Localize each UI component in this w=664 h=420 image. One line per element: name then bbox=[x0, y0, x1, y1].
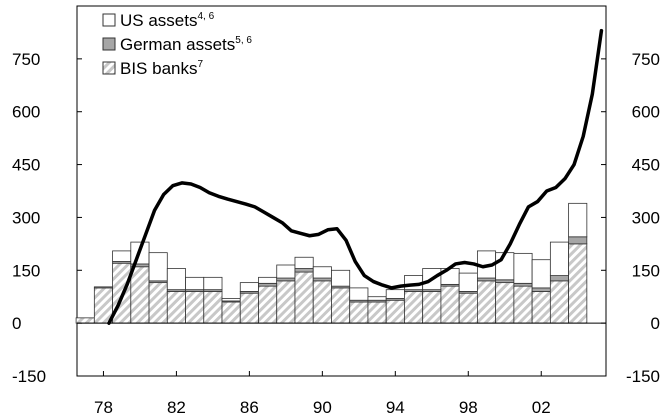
bar-bis-1995 bbox=[404, 291, 424, 324]
bar-bis-1982 bbox=[166, 291, 186, 324]
bar-german-1989 bbox=[294, 268, 314, 273]
bar-us-2002 bbox=[531, 259, 551, 289]
bar-us-1984 bbox=[203, 276, 223, 291]
bar-bis-1977 bbox=[75, 317, 95, 324]
y-axis-left: -150 0 150 300 450 600 750 bbox=[12, 50, 82, 386]
bar-german-1990 bbox=[312, 277, 332, 282]
bar-us-2004 bbox=[568, 202, 588, 238]
bar-german-1999 bbox=[476, 277, 497, 282]
legend-footnote-us: 4, 6 bbox=[197, 11, 214, 22]
plot-area bbox=[75, 5, 607, 377]
y-tick-left-label: 150 bbox=[12, 261, 40, 280]
bar-bis-1988 bbox=[276, 280, 296, 324]
bar-bis-1998 bbox=[458, 292, 478, 324]
legend-swatch-us bbox=[102, 13, 116, 27]
bar-us-1985 bbox=[221, 298, 241, 302]
bar-german-2000 bbox=[495, 279, 515, 284]
bar-bis-1999 bbox=[476, 280, 497, 324]
bar-bis-2003 bbox=[549, 280, 569, 324]
bar-us-1987 bbox=[258, 276, 278, 284]
bar-bis-1987 bbox=[258, 285, 278, 324]
legend-swatch-bis bbox=[102, 61, 116, 75]
bar-us-1991 bbox=[331, 269, 351, 287]
legend-footnote-german: 5, 6 bbox=[235, 35, 252, 46]
x-tick-label: 78 bbox=[94, 398, 113, 417]
y-tick-right-label: 300 bbox=[632, 208, 660, 227]
bar-german-2004 bbox=[568, 236, 588, 245]
bar-german-2001 bbox=[513, 282, 533, 287]
x-tick-label: 90 bbox=[313, 398, 332, 417]
bar-german-2002 bbox=[531, 287, 551, 292]
plot-frame bbox=[76, 5, 607, 377]
legend-name-us: US assets bbox=[120, 11, 197, 30]
bar-us-1983 bbox=[185, 276, 205, 291]
bar-bis-2000 bbox=[495, 282, 515, 324]
y-tick-left-label: 0 bbox=[12, 314, 21, 333]
bar-us-1981 bbox=[148, 252, 168, 282]
legend-swatch-german bbox=[102, 37, 116, 51]
y-tick-right-label: -150 bbox=[626, 367, 660, 386]
bar-german-1987 bbox=[258, 282, 278, 287]
y-tick-left-label: 750 bbox=[12, 50, 40, 69]
bar-us-1998 bbox=[458, 272, 478, 292]
bar-us-1990 bbox=[312, 266, 332, 279]
bar-bis-1990 bbox=[312, 280, 332, 324]
y-axis-right: -150 0 150 300 450 600 750 bbox=[601, 50, 660, 386]
bar-bis-1994 bbox=[385, 299, 405, 324]
bar-german-1978 bbox=[93, 286, 113, 289]
y-tick-left-label: 600 bbox=[12, 103, 40, 122]
bar-bis-1980 bbox=[130, 266, 150, 324]
y-tick-right-label: 750 bbox=[632, 50, 660, 69]
bar-us-2001 bbox=[513, 252, 533, 284]
bar-bis-1984 bbox=[203, 291, 223, 324]
y-tick-right-label: 600 bbox=[632, 103, 660, 122]
bar-us-1993 bbox=[367, 296, 387, 301]
bar-bis-1997 bbox=[440, 285, 460, 324]
bar-german-2003 bbox=[549, 275, 569, 282]
bar-us-1992 bbox=[349, 287, 369, 301]
bar-german-1988 bbox=[276, 277, 296, 282]
bar-bis-1981 bbox=[148, 282, 168, 324]
bar-us-1986 bbox=[239, 282, 259, 292]
legend-name-german: German assets bbox=[120, 35, 235, 54]
x-tick-label: 86 bbox=[240, 398, 259, 417]
bar-us-1979 bbox=[112, 250, 132, 262]
bar-bis-1992 bbox=[349, 301, 369, 324]
legend-name-bis: BIS banks bbox=[120, 59, 198, 78]
x-tick-label: 02 bbox=[532, 398, 551, 417]
y-tick-left-label: 300 bbox=[12, 208, 40, 227]
y-tick-left-label: 450 bbox=[12, 156, 40, 175]
y-tick-right-label: 450 bbox=[632, 156, 660, 175]
bar-bis-1986 bbox=[239, 292, 259, 324]
y-tick-right-label: 0 bbox=[651, 314, 660, 333]
bar-bis-2004 bbox=[568, 243, 588, 324]
legend-footnote-bis: 7 bbox=[198, 59, 204, 70]
bar-bis-1985 bbox=[221, 301, 241, 324]
legend-label-german: German assets5, 6 bbox=[120, 35, 252, 54]
legend-label-us: US assets4, 6 bbox=[120, 11, 215, 30]
x-tick-label: 94 bbox=[386, 398, 405, 417]
bar-us-2003 bbox=[549, 241, 569, 276]
bar-us-1989 bbox=[294, 256, 314, 269]
legend: US assets4, 6 German assets5, 6 BIS banks7 bbox=[102, 11, 252, 78]
bar-bis-1991 bbox=[331, 287, 351, 324]
bar-bis-2002 bbox=[531, 291, 551, 324]
bar-bis-1983 bbox=[185, 291, 205, 324]
y-tick-left-label: -150 bbox=[12, 367, 46, 386]
y-tick-right-label: 150 bbox=[632, 261, 660, 280]
bar-us-1994 bbox=[385, 289, 405, 299]
bar-bis-1989 bbox=[294, 271, 314, 324]
bar-us-1982 bbox=[166, 268, 186, 291]
bar-us-1988 bbox=[276, 264, 296, 279]
line-series bbox=[107, 28, 604, 325]
x-tick-label: 98 bbox=[459, 398, 478, 417]
legend-label-bis: BIS banks7 bbox=[120, 59, 204, 78]
x-axis: 78 82 86 90 94 98 02 bbox=[94, 371, 551, 417]
bar-bis-1993 bbox=[367, 301, 387, 324]
bar-bis-1996 bbox=[422, 291, 442, 324]
bar-bis-2001 bbox=[513, 285, 533, 324]
x-tick-label: 82 bbox=[167, 398, 186, 417]
